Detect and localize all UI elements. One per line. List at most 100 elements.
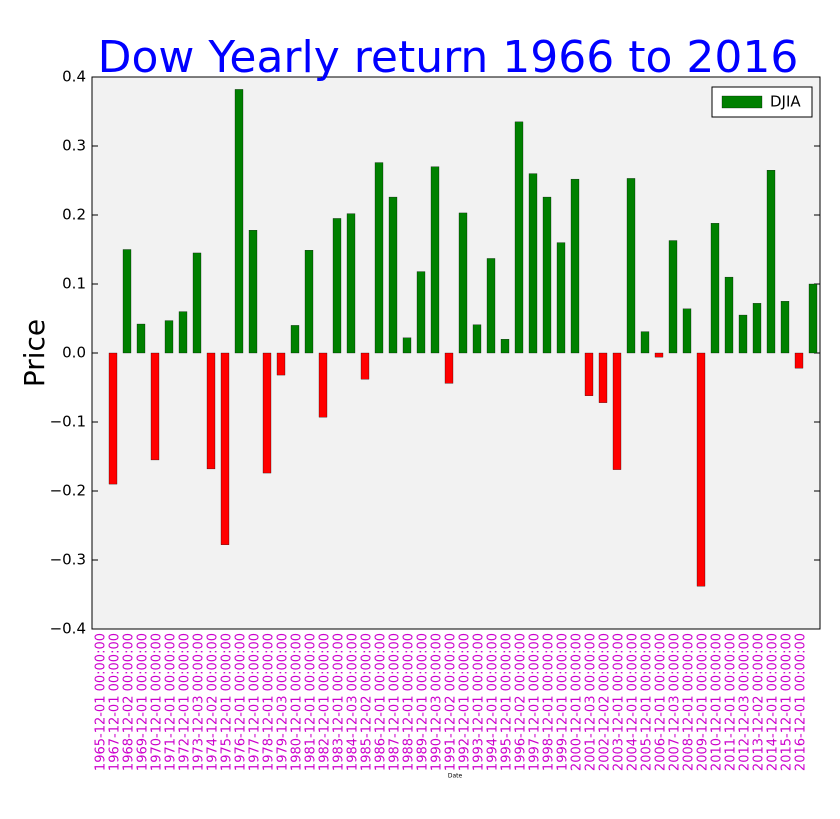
y-tick-label: −0.4 — [50, 620, 86, 638]
x-tick-label: 1979-12-03 00:00:00 — [276, 633, 291, 771]
x-axis-label: Date — [448, 773, 463, 780]
bar — [556, 242, 566, 354]
x-tick-label: 1988-12-01 00:00:00 — [402, 633, 417, 771]
x-tick-label: 1998-12-01 00:00:00 — [542, 633, 557, 771]
x-tick-label: 1987-12-01 00:00:00 — [388, 633, 403, 771]
bar — [500, 339, 510, 354]
bar — [486, 258, 496, 354]
bar — [780, 301, 790, 354]
x-tick-label: 2002-12-02 00:00:00 — [598, 633, 613, 771]
y-tick-label: −0.1 — [50, 413, 86, 431]
x-tick-label: 1990-12-03 00:00:00 — [430, 633, 445, 771]
x-tick-label: 1969-12-01 00:00:00 — [136, 633, 151, 771]
bar — [542, 196, 552, 354]
bar — [752, 303, 762, 354]
x-tick-label: 1965-12-01 00:00:00 — [94, 633, 109, 771]
bar — [262, 352, 272, 474]
x-tick-label: 1968-12-02 00:00:00 — [122, 633, 137, 771]
x-tick-label: 1980-12-01 00:00:00 — [290, 633, 305, 771]
y-tick-label: 0.0 — [62, 344, 86, 362]
bar — [178, 311, 188, 354]
x-tick-label: 1999-12-01 00:00:00 — [556, 633, 571, 771]
bar — [402, 337, 412, 354]
legend-swatch — [721, 95, 763, 109]
bar — [304, 250, 314, 354]
bar — [388, 196, 398, 354]
bar — [164, 320, 174, 354]
bar — [290, 325, 300, 354]
bar — [318, 352, 328, 418]
x-tick-label: 2014-12-01 00:00:00 — [766, 633, 781, 771]
bar — [220, 352, 230, 545]
x-tick-label: 2005-12-01 00:00:00 — [640, 633, 655, 771]
bar — [626, 178, 636, 354]
bar — [514, 121, 524, 354]
bar — [458, 212, 468, 354]
x-tick-label: 1981-12-01 00:00:00 — [304, 633, 319, 771]
x-tick-label: 2009-12-01 00:00:00 — [696, 633, 711, 771]
bar — [332, 218, 342, 354]
bar — [612, 352, 622, 470]
x-tick-label: 1992-12-01 00:00:00 — [458, 633, 473, 771]
x-tick-label: 1982-12-01 00:00:00 — [318, 633, 333, 771]
bar — [640, 331, 650, 354]
x-tick-label: 2015-12-01 00:00:00 — [780, 633, 795, 771]
bar — [766, 169, 776, 354]
x-tick-label: 1996-12-02 00:00:00 — [514, 633, 529, 771]
x-tick-label: 1976-12-01 00:00:00 — [234, 633, 249, 771]
bar — [472, 324, 482, 354]
bar — [794, 352, 804, 369]
x-tick-label: 1986-12-01 00:00:00 — [374, 633, 389, 771]
x-tick-label: 1995-12-01 00:00:00 — [500, 633, 515, 771]
x-tick-label: 1983-12-01 00:00:00 — [332, 633, 347, 771]
x-tick-label: 1972-12-01 00:00:00 — [178, 633, 193, 771]
y-tick-label: 0.3 — [62, 137, 86, 155]
bar — [122, 249, 132, 354]
x-tick-label: 1985-12-02 00:00:00 — [360, 633, 375, 771]
legend-label: DJIA — [770, 93, 801, 111]
x-tick-label: 1970-12-01 00:00:00 — [150, 633, 165, 771]
bar — [360, 352, 370, 380]
x-tick-label: 2008-12-01 00:00:00 — [682, 633, 697, 771]
bar — [346, 213, 356, 354]
x-tick-label: 1997-12-01 00:00:00 — [528, 633, 543, 771]
bar — [206, 352, 216, 470]
x-tick-label: 2000-12-01 00:00:00 — [570, 633, 585, 771]
bar — [374, 162, 384, 354]
x-tick-label: 1971-12-01 00:00:00 — [164, 633, 179, 771]
bar — [444, 352, 454, 384]
bar — [416, 271, 426, 354]
bar — [654, 352, 664, 358]
bar — [430, 166, 440, 354]
bar — [234, 89, 244, 354]
y-tick-label: −0.2 — [50, 482, 86, 500]
x-tick-label: 1978-12-01 00:00:00 — [262, 633, 277, 771]
x-tick-label: 1989-12-01 00:00:00 — [416, 633, 431, 771]
x-tick-label: 1975-12-01 00:00:00 — [220, 633, 235, 771]
bar — [724, 276, 734, 354]
x-tick-label: 1974-12-02 00:00:00 — [206, 633, 221, 771]
x-tick-label: 2011-12-01 00:00:00 — [724, 633, 739, 771]
bar — [598, 352, 608, 403]
x-tick-label: 2010-12-01 00:00:00 — [710, 633, 725, 771]
x-tick-label: 2004-12-01 00:00:00 — [626, 633, 641, 771]
x-tick-label: 1967-12-01 00:00:00 — [108, 633, 123, 771]
y-tick-label: 0.2 — [62, 206, 86, 224]
x-tick-label: 1973-12-03 00:00:00 — [192, 633, 207, 771]
bar — [584, 352, 594, 396]
bar — [528, 173, 538, 354]
bar — [192, 252, 202, 354]
x-tick-label: 2013-12-02 00:00:00 — [752, 633, 767, 771]
x-tick-label: 1994-12-01 00:00:00 — [486, 633, 501, 771]
bar — [738, 314, 748, 354]
bar — [668, 240, 678, 354]
x-tick-label: 2003-12-01 00:00:00 — [612, 633, 627, 771]
x-tick-label: 1991-12-02 00:00:00 — [444, 633, 459, 771]
x-tick-label: 1977-12-01 00:00:00 — [248, 633, 263, 771]
bar — [276, 352, 286, 376]
bar — [150, 352, 160, 461]
bar — [136, 323, 146, 354]
bar — [696, 352, 706, 587]
